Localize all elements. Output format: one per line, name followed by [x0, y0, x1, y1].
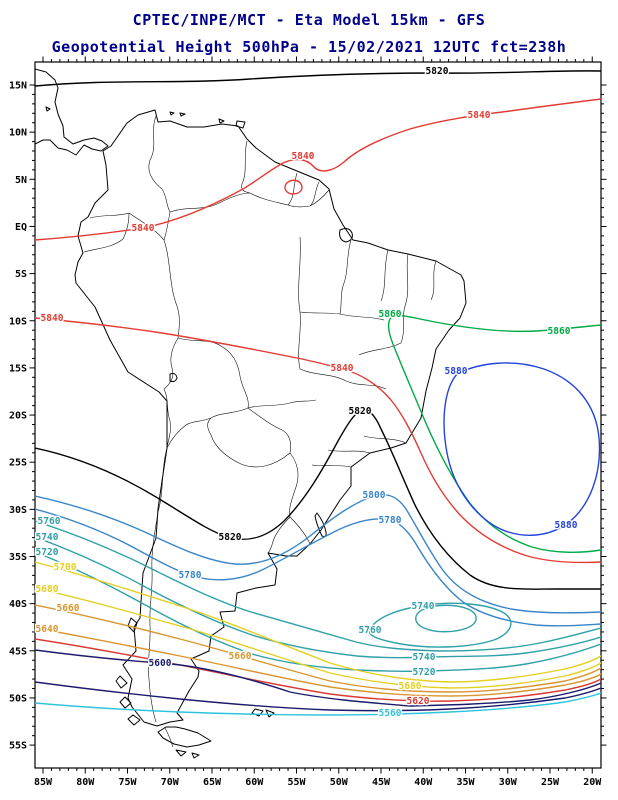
country-borders [83, 115, 437, 748]
contour-label: 5860 [548, 326, 571, 337]
lat-axis-label: 5S [15, 269, 27, 280]
contour-label: 5840 [292, 151, 315, 162]
lat-axis-label: 15N [9, 81, 27, 92]
contour-label: 5740 [413, 652, 436, 663]
lon-axis-label: 70W [161, 777, 180, 788]
contour-label: 5860 [379, 309, 402, 320]
contour-label: 5660 [229, 651, 252, 662]
contour-5760-closed [368, 602, 512, 648]
contour-label: 5680 [36, 584, 59, 595]
contour-5760-open [35, 520, 601, 652]
contour-label: 5660 [57, 603, 80, 614]
contour-label: 5760 [38, 516, 61, 527]
contour-label: 5820 [349, 406, 372, 417]
lon-axis-label: 75W [118, 777, 137, 788]
lat-axis-label: 20S [9, 411, 27, 422]
title-block: CPTEC/INPE/MCT - Eta Model 15km - GFS Ge… [0, 7, 618, 61]
lat-axis-label: 45S [9, 646, 27, 657]
contour-label: 5600 [149, 658, 172, 669]
contour-5720 [35, 551, 601, 673]
lat-axis-label: 50S [9, 693, 27, 704]
contours [35, 70, 601, 716]
contour-5620 [35, 638, 601, 702]
contour-5840-north [35, 98, 601, 241]
contour-label: 5780 [179, 570, 202, 581]
contour-label: 5840 [41, 313, 64, 324]
lat-axis-label: EQ [15, 222, 27, 233]
lon-axis-label: 40W [414, 777, 433, 788]
contour-label: 5800 [363, 490, 386, 501]
contour-label: 5880 [555, 520, 578, 531]
title-line-2: Geopotential Height 500hPa - 15/02/2021 … [51, 38, 567, 56]
contour-5780 [35, 508, 601, 627]
contour-5740-open [35, 536, 601, 659]
contour-label: 5820 [219, 532, 242, 543]
contour-label: 5840 [468, 110, 491, 121]
lon-axis-label: 50W [330, 777, 349, 788]
lon-axis-label: 65W [203, 777, 222, 788]
contour-label: 5840 [132, 223, 155, 234]
lon-axis-label: 85W [34, 777, 53, 788]
contour-label: 5640 [36, 624, 59, 635]
contour-5600 [35, 649, 601, 707]
contour-label: 5780 [379, 515, 402, 526]
lat-axis-label: 15S [9, 363, 27, 374]
title-line-1: CPTEC/INPE/MCT - Eta Model 15km - GFS [132, 11, 486, 29]
contour-label: 5680 [399, 681, 422, 692]
plot-border [34, 61, 602, 769]
contour-label: 5880 [445, 366, 468, 377]
contour-5840-south [35, 317, 601, 564]
contour-label: 5620 [407, 696, 430, 707]
contour-5800 [35, 493, 601, 614]
lon-axis-label: 30W [499, 777, 518, 788]
contour-5880-closed [443, 362, 601, 536]
contour-5840-small-loop [284, 179, 303, 195]
axis-ticks [29, 56, 607, 774]
contour-5560 [35, 692, 601, 716]
lat-axis-label: 30S [9, 505, 27, 516]
contour-5680 [35, 587, 601, 689]
lat-axis-label: 25S [9, 458, 27, 469]
contour-label: 5720 [36, 547, 59, 558]
contour-5640 [35, 627, 601, 697]
contour-label: 5700 [54, 562, 77, 573]
lat-axis-label: 55S [9, 741, 27, 752]
lon-axis-label: 55W [287, 777, 306, 788]
contour-label: 5720 [413, 667, 436, 678]
lat-axis-label: 10N [9, 128, 27, 139]
contour-5860 [387, 314, 601, 553]
contour-label: 5560 [379, 708, 402, 719]
contour-5580 [35, 681, 601, 712]
lon-axis-label: 35W [456, 777, 475, 788]
contour-5740-closed [415, 604, 477, 633]
contour-5660 [35, 604, 601, 693]
contour-label: 5740 [412, 601, 435, 612]
lat-axis-label: 10S [9, 316, 27, 327]
lon-axis-label: 60W [245, 777, 264, 788]
contour-label: 5820 [426, 66, 449, 77]
lon-axis-label: 20W [583, 777, 602, 788]
lon-axis-label: 25W [541, 777, 560, 788]
coastline [35, 68, 467, 759]
contour-label: 5760 [359, 625, 382, 636]
lon-axis-label: 80W [76, 777, 95, 788]
contour-5700 [35, 561, 601, 683]
contour-5820-south [35, 409, 601, 590]
contour-labels: 5820 5840 5840 5840 5840 5860 5860 5880 5840 5820… [34, 65, 579, 721]
lat-axis-label: 40S [9, 599, 27, 610]
axis-labels-group: 85W 80W 75W 70W 65W 60W 55W 50W 45W 40W 35W 30W 25W 2… [9, 81, 602, 789]
contour-label: 5740 [36, 532, 59, 543]
contour-5820-north [35, 70, 601, 87]
lat-axis-label: 5N [15, 175, 27, 186]
lat-axis-label: 35S [9, 552, 27, 563]
lon-axis-label: 45W [372, 777, 391, 788]
map-layers [35, 68, 601, 759]
contour-label: 5840 [331, 363, 354, 374]
